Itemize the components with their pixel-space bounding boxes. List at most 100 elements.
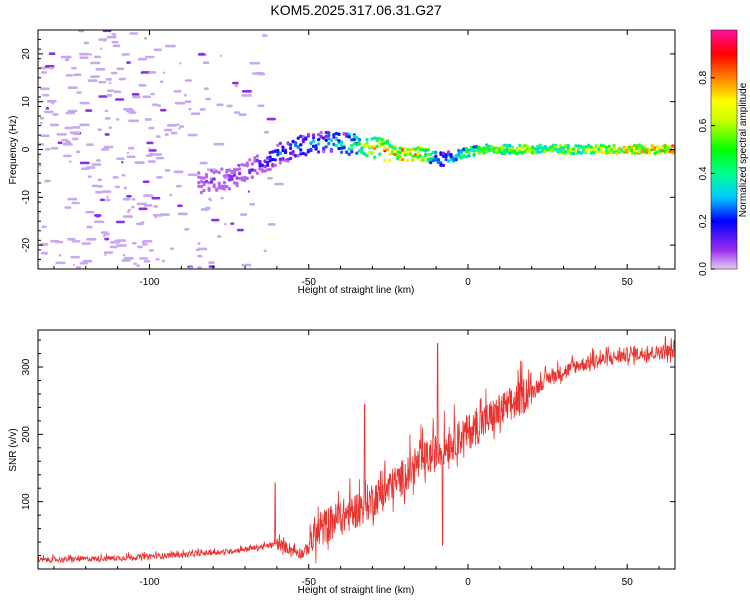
noise-blob xyxy=(103,39,106,43)
ridge-cell xyxy=(612,143,616,148)
ridge-cell xyxy=(227,174,232,178)
ridge-cell xyxy=(324,134,328,139)
ridge-cell xyxy=(497,150,502,154)
ridge-cell xyxy=(388,152,392,156)
noise-blob xyxy=(112,176,119,179)
spectrogram-y-tick-label: 20 xyxy=(21,48,32,60)
ridge-cell xyxy=(378,137,382,141)
ridge-cell xyxy=(536,150,540,154)
ridge-cell xyxy=(306,132,311,137)
noise-blob xyxy=(97,128,102,132)
noise-blob xyxy=(156,176,163,179)
ridge-cell xyxy=(347,147,351,151)
ridge-cell xyxy=(411,147,415,151)
ridge-cell xyxy=(653,151,657,155)
ridge-cell xyxy=(222,180,226,185)
ridge-cell xyxy=(541,149,545,153)
noise-blob xyxy=(87,79,98,82)
noise-blob xyxy=(133,262,137,265)
ridge-cell xyxy=(454,154,458,158)
noise-blob xyxy=(177,204,183,208)
noise-blob xyxy=(61,138,69,142)
ridge-cell xyxy=(268,167,272,172)
ridge-cell xyxy=(566,144,570,148)
noise-blob xyxy=(50,239,60,243)
ridge-cell xyxy=(472,152,476,157)
noise-blob xyxy=(199,161,208,165)
noise-blob xyxy=(112,44,121,48)
noise-blob xyxy=(39,164,42,167)
noise-blob xyxy=(139,257,149,260)
ridge-cell xyxy=(204,179,209,184)
noise-blob xyxy=(128,111,137,114)
ridge-cell xyxy=(306,149,311,154)
noise-blob xyxy=(161,259,166,263)
ridge-cell xyxy=(243,175,247,180)
ridge-cell xyxy=(352,134,356,139)
ridge-cell xyxy=(487,149,491,153)
ridge-cell xyxy=(658,149,662,153)
noise-blob xyxy=(208,265,216,268)
ridge-cell xyxy=(638,146,642,151)
noise-blob xyxy=(187,133,198,137)
noise-blobs xyxy=(38,30,284,269)
noise-blob xyxy=(199,108,206,111)
ridge-cell xyxy=(378,141,382,145)
ridge-cell xyxy=(449,154,453,159)
noise-blob xyxy=(216,103,224,107)
ridge-cell xyxy=(559,147,563,152)
ridge-cell xyxy=(559,144,563,148)
noise-blob xyxy=(202,61,210,65)
noise-blob xyxy=(136,264,141,267)
ridge-cell xyxy=(643,145,647,149)
ridge-cell xyxy=(245,164,249,168)
ridge-cell xyxy=(617,146,621,151)
ridge-cell xyxy=(322,149,326,154)
ridge-cell xyxy=(299,148,303,152)
noise-blob xyxy=(233,111,241,114)
ridge-cell xyxy=(222,174,226,178)
ridge-cell xyxy=(548,145,553,150)
ridge-cell xyxy=(281,148,285,153)
noise-blob xyxy=(128,146,135,150)
ridge-cell xyxy=(395,150,400,154)
ridge-cell xyxy=(291,139,295,144)
noise-blob xyxy=(174,101,186,105)
ridge-cell xyxy=(370,151,374,155)
noise-blob xyxy=(96,159,101,162)
ridge-cell xyxy=(199,176,203,180)
ridge-cell xyxy=(260,168,265,172)
ridge-cell xyxy=(339,146,344,150)
noise-blob xyxy=(71,126,81,129)
ridge-cell xyxy=(255,159,260,163)
ridge-cell xyxy=(625,148,629,153)
ridge-cell xyxy=(238,172,242,176)
ridge-cell xyxy=(294,154,298,158)
ridge-cell xyxy=(388,144,392,148)
noise-blob xyxy=(190,112,201,116)
ridge-cell xyxy=(327,137,331,141)
noise-blob xyxy=(144,118,152,121)
ridge-cell xyxy=(266,168,270,172)
ridge-cell xyxy=(599,143,604,148)
noise-blob xyxy=(67,237,76,241)
ridge-cell xyxy=(250,175,254,180)
ridge-cell xyxy=(525,144,530,148)
ridge-cell xyxy=(342,145,346,150)
ridge-cell xyxy=(510,150,514,155)
noise-blob xyxy=(82,259,93,263)
ridge-cell xyxy=(426,148,430,152)
ridge-cell xyxy=(398,157,402,162)
ridge-cell xyxy=(574,144,578,148)
noise-blob xyxy=(107,89,115,92)
ridge-cell xyxy=(411,154,415,159)
ridge-cell xyxy=(199,179,203,184)
ridge-cell xyxy=(434,154,438,159)
noise-blob xyxy=(148,249,154,252)
ridge-cell xyxy=(553,147,558,151)
ridge-cell xyxy=(401,148,405,152)
ridge-cell xyxy=(367,150,372,154)
ridge-cell xyxy=(469,146,474,151)
noise-blob xyxy=(163,128,173,132)
